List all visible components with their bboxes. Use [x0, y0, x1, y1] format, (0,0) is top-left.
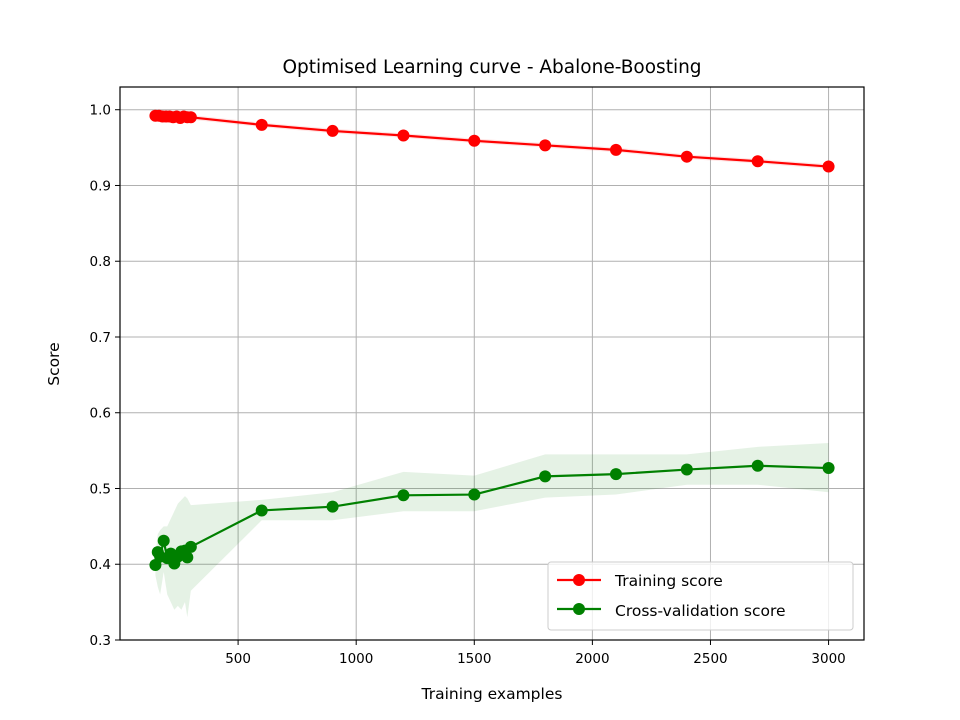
y-tick-label: 0.5 — [90, 481, 111, 497]
cross-validation-confidence-band — [155, 443, 829, 618]
cross-validation-point — [157, 534, 170, 547]
cross-validation-point — [184, 540, 197, 553]
cross-validation-point — [326, 500, 339, 513]
x-tick-label: 1000 — [339, 651, 373, 667]
y-axis-ticks: 0.3 0.4 0.5 0.6 0.7 0.8 0.9 1.0 — [90, 103, 120, 649]
training-point — [751, 155, 764, 168]
training-point — [610, 143, 622, 156]
x-tick-label: 1500 — [457, 651, 491, 667]
x-tick-label: 2000 — [575, 651, 609, 667]
plot-area — [119, 86, 865, 641]
x-tick-label: 2500 — [693, 651, 727, 667]
cross-validation-point — [822, 462, 835, 475]
y-axis-label: Score — [45, 342, 63, 385]
cross-validation-point — [255, 504, 268, 517]
cross-validation-point — [181, 551, 194, 564]
training-point — [255, 118, 268, 131]
y-tick-label: 0.7 — [90, 330, 111, 346]
training-point — [184, 111, 197, 124]
y-tick-label: 0.3 — [90, 633, 111, 649]
y-tick-label: 0.8 — [90, 254, 111, 270]
training-point — [468, 134, 481, 147]
legend: Training score Cross-validation score — [547, 561, 854, 631]
cross-validation-point — [680, 463, 693, 476]
plot-frame — [119, 86, 865, 641]
x-tick-label: 500 — [225, 651, 251, 667]
y-tick-label: 0.6 — [90, 406, 111, 422]
training-point — [822, 160, 835, 173]
legend-marker-training — [573, 574, 585, 586]
training-point — [680, 150, 693, 163]
legend-label-cross-validation: Cross-validation score — [615, 602, 786, 620]
training-point — [539, 139, 552, 152]
plot-background — [120, 87, 864, 640]
y-tick-label: 1.0 — [90, 103, 111, 119]
series-markers — [149, 109, 835, 572]
chart-title: Optimised Learning curve - Abalone-Boost… — [282, 57, 701, 78]
cross-validation-point — [468, 488, 481, 501]
x-tick-label: 3000 — [811, 651, 845, 667]
legend-marker-cross-validation — [573, 603, 585, 615]
cross-validation-point — [539, 470, 552, 483]
cross-validation-point — [610, 468, 622, 481]
training-point — [397, 129, 410, 142]
cross-validation-point — [751, 459, 764, 472]
cross-validation-point — [397, 489, 410, 502]
legend-label-training: Training score — [614, 572, 723, 590]
grid-layer — [120, 87, 864, 641]
training-point — [326, 124, 339, 137]
y-tick-label: 0.9 — [90, 178, 111, 194]
legend-box — [547, 561, 854, 631]
y-tick-label: 0.4 — [90, 557, 111, 573]
x-axis-ticks: 500 1000 1500 2000 2500 3000 — [225, 640, 846, 667]
x-axis-label: Training examples — [421, 685, 563, 703]
